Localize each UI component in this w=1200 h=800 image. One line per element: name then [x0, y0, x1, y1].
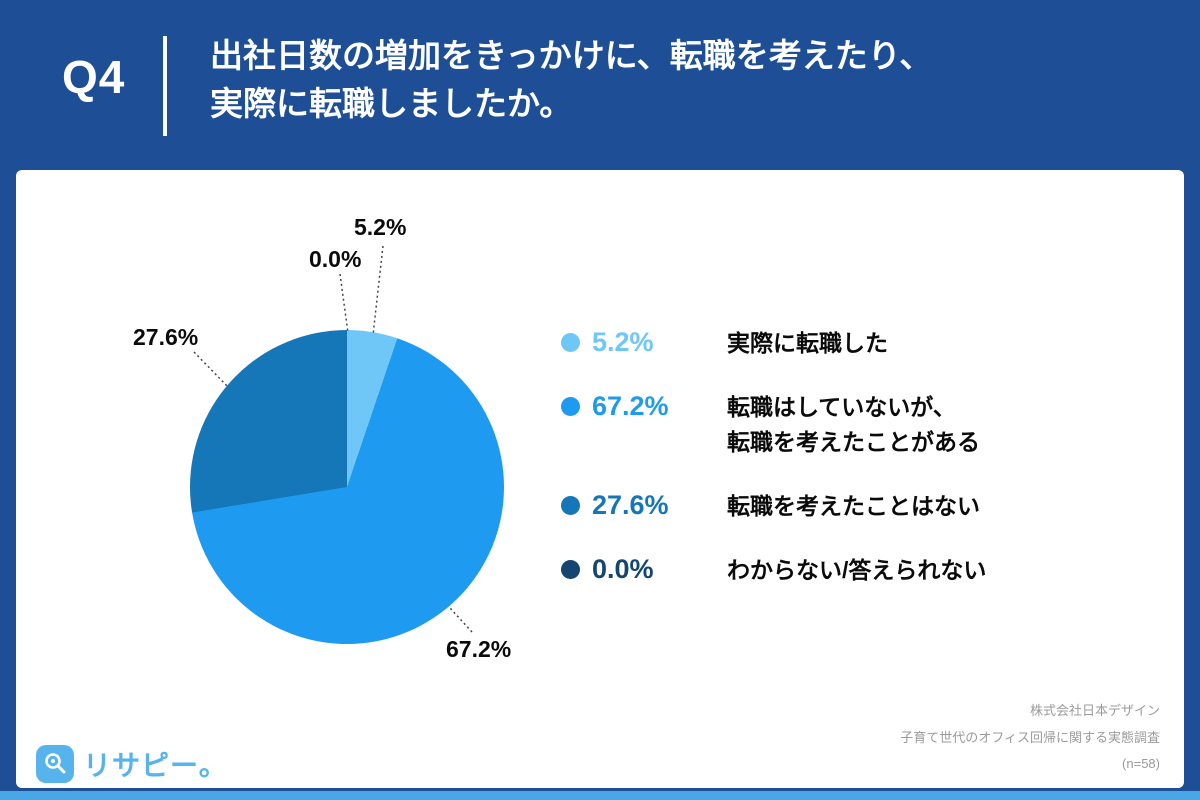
title-line-2: 実際に転職しましたか。	[210, 84, 573, 122]
page-title: 出社日数の増加をきっかけに、転職を考えたり、 実際に転職しましたか。	[210, 32, 932, 128]
legend-percent: 67.2%	[592, 390, 669, 421]
legend-item: 27.6% 転職を考えたことはない	[561, 489, 986, 525]
sample-size: (n=58)	[1122, 756, 1160, 772]
title-line-1: 出社日数の増加をきっかけに、転職を考えたり、	[210, 37, 933, 74]
legend-label: 実際に転職した	[727, 330, 888, 356]
legend-percent: 0.0%	[592, 553, 654, 584]
header-divider	[163, 36, 167, 136]
question-number: Q4	[62, 51, 126, 103]
legend-label: わからない/答えられない	[727, 556, 987, 583]
legend-dot-icon	[561, 559, 580, 579]
legend-item: 5.2% 実際に転職した	[561, 326, 986, 362]
pie-value-label-67.2: 67.2%	[446, 636, 512, 662]
legend-dot-icon	[561, 333, 580, 352]
source-company: 株式会社日本デザイン	[1029, 703, 1160, 718]
source-survey: 子育て世代のオフィス回帰に関する実態調査	[900, 729, 1160, 745]
source-note: 株式会社日本デザイン 子育て世代のオフィス回帰に関する実態調査 (n=58)	[900, 698, 1160, 778]
legend-percent: 5.2%	[592, 327, 654, 357]
logo-text: リサピー。	[83, 750, 228, 781]
legend-item: 0.0% わからない/答えられない	[561, 553, 986, 589]
chart-card: 5.2% 0.0% 27.6% 67.2% 5.2% 実際に転職した 67.2%…	[16, 170, 1184, 788]
magnifier-icon	[36, 745, 74, 783]
legend-label: 転職はしていないが、 転職を考えたことがある	[727, 393, 980, 456]
logo: リサピー。	[36, 744, 228, 784]
legend-percent: 27.6%	[592, 489, 669, 520]
pie-value-label-5.2: 5.2%	[354, 214, 407, 240]
legend-dot-icon	[561, 495, 580, 515]
pie-value-label-0.0: 0.0%	[309, 246, 362, 272]
legend-label: 転職を考えたことはない	[727, 492, 980, 519]
pie-chart	[190, 330, 504, 644]
legend: 5.2% 実際に転職した 67.2% 転職はしていないが、 転職を考えたことがあ…	[561, 326, 986, 588]
bottom-accent-bar	[0, 791, 1200, 800]
legend-item: 67.2% 転職はしていないが、 転職を考えたことがある	[561, 390, 986, 461]
pie-value-label-27.6: 27.6%	[133, 324, 199, 350]
legend-dot-icon	[561, 396, 580, 416]
